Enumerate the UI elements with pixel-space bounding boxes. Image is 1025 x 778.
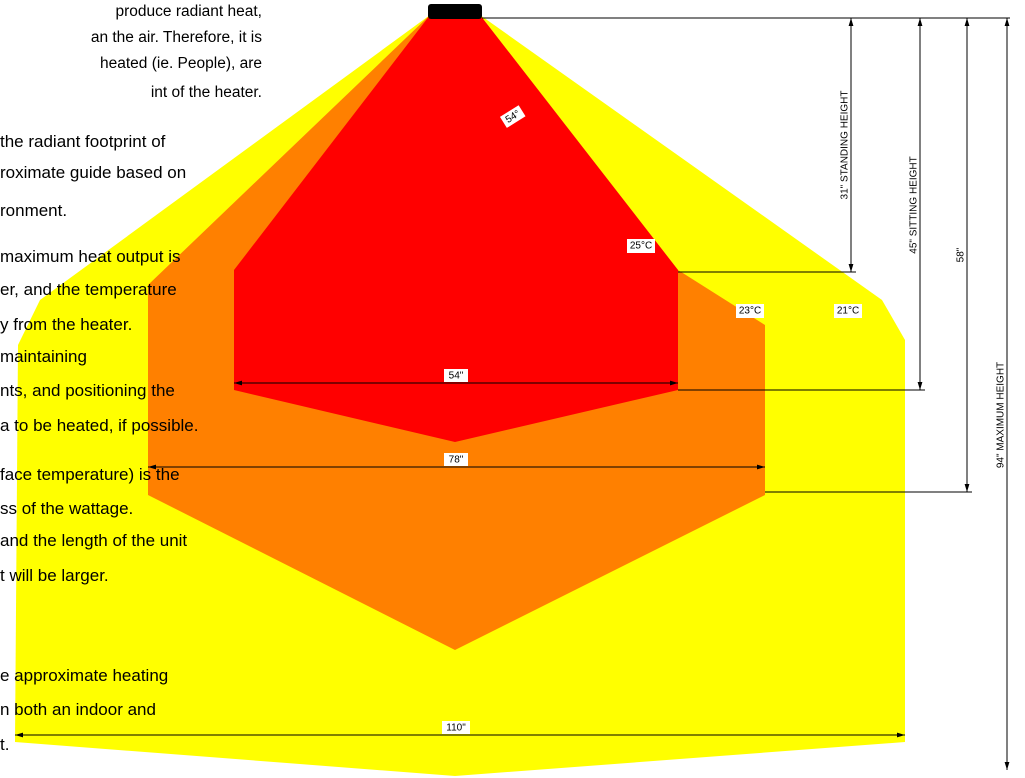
width-label: 78" (449, 455, 464, 466)
paragraph-line: int of the heater. (151, 84, 262, 101)
label-box (444, 453, 468, 466)
paragraph-line: ronment. (0, 201, 67, 220)
zone-label: 25°C (630, 241, 652, 252)
paragraph-line: face temperature) is the (0, 465, 180, 484)
paragraph-line: and the length of the unit (0, 531, 187, 550)
paragraph-line: n both an indoor and (0, 700, 156, 719)
label-box (627, 239, 655, 253)
paragraph-line: roximate guide based on (0, 163, 186, 182)
zone-label: 21°C (837, 306, 859, 317)
heater (428, 4, 482, 19)
paragraph-line: t. (0, 735, 9, 754)
height-label: 31" STANDING HEIGHT (840, 91, 851, 200)
height-label: 45" SITTING HEIGHT (909, 156, 920, 253)
paragraph-line: produce radiant heat, (116, 3, 263, 20)
label-box (499, 105, 526, 128)
width-label: 110" (446, 723, 466, 734)
paragraph-line: nts, and positioning the (0, 381, 175, 400)
label-box (834, 304, 862, 318)
zone-25 (234, 15, 678, 442)
paragraph-line: heated (ie. People), are (100, 55, 262, 72)
paragraph-line: e approximate heating (0, 666, 168, 685)
paragraph-line: er, and the temperature (0, 280, 177, 299)
label-box (442, 721, 470, 734)
paragraph-line: the radiant footprint of (0, 132, 166, 151)
paragraph-line: an the air. Therefore, it is (91, 29, 262, 46)
paragraph-line: maintaining (0, 347, 87, 366)
zone-label: 23°C (739, 306, 761, 317)
label-box (444, 369, 468, 382)
paragraph: produce radiant heat, an the air. Therefo… (0, 3, 262, 754)
paragraph-line: y from the heater. (0, 315, 132, 334)
height-label: 94" MAXIMUM HEIGHT (996, 362, 1007, 468)
label-box (736, 304, 764, 318)
paragraph-line: t will be larger. (0, 566, 109, 585)
paragraph-line: a to be heated, if possible. (0, 416, 198, 435)
paragraph-line: maximum heat output is (0, 247, 180, 266)
height-label: 58" (956, 247, 967, 262)
paragraph-line: ss of the wattage. (0, 499, 133, 518)
width-label: 54" (449, 371, 464, 382)
